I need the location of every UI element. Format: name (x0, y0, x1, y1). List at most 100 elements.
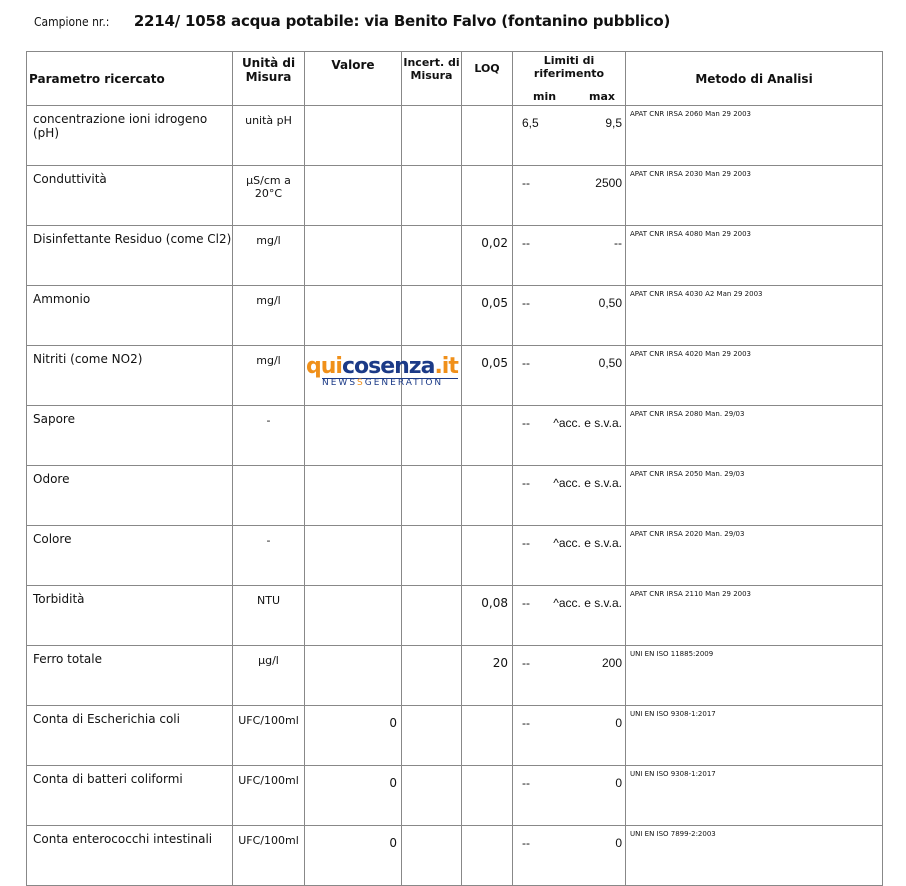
limit-max: 200 (601, 656, 622, 670)
method: APAT CNR IRSA 2080 Man. 29/03 (625, 405, 883, 466)
limits: -- 0 (512, 765, 626, 826)
limits: -- ^acc. e s.v.a. (512, 405, 626, 466)
limit-min: -- (522, 416, 530, 430)
col-unit: Unità di Misura (232, 51, 305, 106)
loq: 0,05 (461, 285, 513, 346)
method: APAT CNR IRSA 4030 A2 Man 29 2003 (625, 285, 883, 346)
limits-pair: -- -- (522, 236, 622, 250)
limit-max: -- (614, 236, 622, 250)
limits-pair: -- ^acc. e s.v.a. (522, 476, 622, 490)
sample-label: Campione nr.: (34, 15, 110, 29)
unit: UFC/100ml (232, 705, 305, 766)
col-uncert: Incert. di Misura (401, 51, 462, 106)
param-name: Torbidità (26, 585, 233, 646)
limits: -- -- (512, 225, 626, 286)
uncertainty (401, 765, 462, 826)
limits: -- 200 (512, 645, 626, 706)
limits-pair: -- 0 (522, 716, 622, 730)
analysis-table: Parametro ricercato Unità di Misura Valo… (26, 51, 883, 886)
value (304, 525, 402, 586)
value: 0 (304, 825, 402, 886)
param-name: Conta di batteri coliformi (26, 765, 233, 826)
table-row: Odore -- ^acc. e s.v.a. APAT CNR IRSA 205… (26, 465, 883, 526)
method: APAT CNR IRSA 4020 Man 29 2003 (625, 345, 883, 406)
table-row: Nitriti (come NO2) mg/l 0,05 -- 0,50 APAT… (26, 345, 883, 406)
unit: - (232, 405, 305, 466)
logo-part-cosenza: cosenza (341, 354, 435, 379)
loq: 20 (461, 645, 513, 706)
unit: UFC/100ml (232, 825, 305, 886)
tagline-3: GENERATION (364, 378, 444, 388)
value: 0 (304, 765, 402, 826)
method: UNI EN ISO 7899-2:2003 (625, 825, 883, 886)
tagline-2: S (357, 378, 365, 388)
table-row: Conta di Escherichia coli UFC/100ml 0 --… (26, 705, 883, 766)
limit-min: -- (522, 356, 530, 370)
uncertainty (401, 645, 462, 706)
param-name: Conta di Escherichia coli (26, 705, 233, 766)
table-row: Disinfettante Residuo (come Cl2) mg/l 0,… (26, 225, 883, 286)
param-name: Sapore (26, 405, 233, 466)
loq (461, 465, 513, 526)
limits: -- ^acc. e s.v.a. (512, 585, 626, 646)
limit-max: 0 (615, 836, 622, 850)
limits: -- 0 (512, 705, 626, 766)
unit: µS/cm a 20°C (232, 165, 305, 226)
unit (232, 465, 305, 526)
uncertainty (401, 285, 462, 346)
limit-min: 6,5 (522, 116, 539, 130)
limits: -- ^acc. e s.v.a. (512, 465, 626, 526)
limits-max: max (589, 90, 615, 103)
loq: 0,08 (461, 585, 513, 646)
quicosenza-watermark-logo: quicosenza.it NEWSSGENERATION (306, 354, 459, 388)
col-loq: LOQ (461, 51, 513, 106)
limit-min: -- (522, 476, 530, 490)
limits-pair: -- ^acc. e s.v.a. (522, 536, 622, 550)
limit-max: 9,5 (605, 116, 622, 130)
table-row: concentrazione ioni idrogeno (pH) unità … (26, 105, 883, 166)
method: APAT CNR IRSA 2110 Man 29 2003 (625, 585, 883, 646)
value (304, 465, 402, 526)
limit-min: -- (522, 836, 530, 850)
col-value: Valore (304, 51, 402, 106)
logo-part-qui: qui (306, 354, 343, 379)
param-name: Ammonio (26, 285, 233, 346)
sample-header: Campione nr.: 2214/ 1058 acqua potabile:… (34, 12, 670, 30)
param-name: Nitriti (come NO2) (26, 345, 233, 406)
limits: -- ^acc. e s.v.a. (512, 525, 626, 586)
uncertainty (401, 705, 462, 766)
table-header: Parametro ricercato Unità di Misura Valo… (26, 51, 883, 106)
uncertainty (401, 345, 462, 406)
value (304, 645, 402, 706)
limits-pair: -- 200 (522, 656, 622, 670)
limit-min: -- (522, 176, 530, 190)
table-row: Conta enterococchi intestinali UFC/100ml… (26, 825, 883, 886)
limit-min: -- (522, 656, 530, 670)
loq (461, 165, 513, 226)
limit-max: ^acc. e s.v.a. (553, 596, 622, 610)
limit-max: 0 (615, 716, 622, 730)
limit-max: ^acc. e s.v.a. (553, 536, 622, 550)
uncertainty (401, 405, 462, 466)
method: APAT CNR IRSA 2060 Man 29 2003 (625, 105, 883, 166)
table-row: Ammonio mg/l 0,05 -- 0,50 APAT CNR IRSA 4… (26, 285, 883, 346)
value: 0 (304, 705, 402, 766)
limit-min: -- (522, 776, 530, 790)
uncertainty (401, 825, 462, 886)
limit-min: -- (522, 596, 530, 610)
loq (461, 525, 513, 586)
method: UNI EN ISO 9308-1:2017 (625, 765, 883, 826)
method: APAT CNR IRSA 2020 Man. 29/03 (625, 525, 883, 586)
limits: 6,5 9,5 (512, 105, 626, 166)
limit-max: 0 (615, 776, 622, 790)
logo-tagline: NEWSSGENERATION (322, 378, 458, 388)
unit: mg/l (232, 225, 305, 286)
limit-max: 0,50 (598, 356, 622, 370)
param-name: Odore (26, 465, 233, 526)
limits-pair: -- 0 (522, 836, 622, 850)
limits-pair: -- 0 (522, 776, 622, 790)
param-name: Disinfettante Residuo (come Cl2) (26, 225, 233, 286)
limit-max: ^acc. e s.v.a. (553, 416, 622, 430)
loq (461, 705, 513, 766)
method: APAT CNR IRSA 2050 Man. 29/03 (625, 465, 883, 526)
